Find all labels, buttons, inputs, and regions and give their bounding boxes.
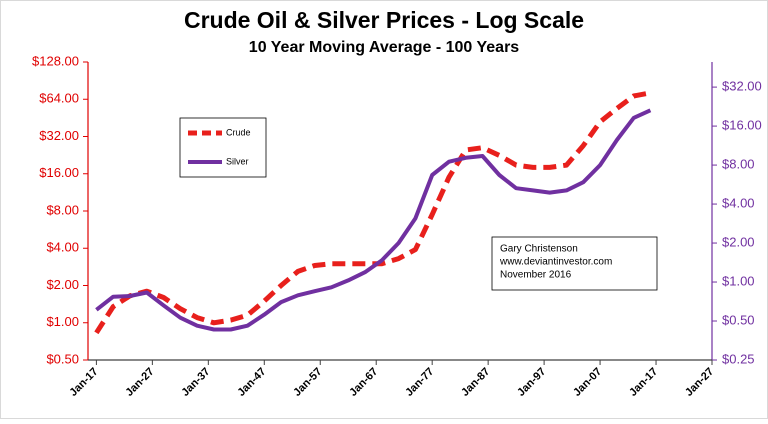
annotation-line: www.deviantinvestor.com [499,257,612,268]
y-tick-label: $8.00 [46,202,79,217]
y-tick-label: $4.00 [46,240,79,255]
y-tick-label: $2.00 [46,277,79,292]
y-tick-label: $0.50 [46,351,79,366]
y2-tick-label: $4.00 [722,195,755,210]
series-line [95,108,652,332]
y2-tick-label: $16.00 [722,118,762,133]
annotation-line: November 2016 [500,270,572,281]
y-tick-label: $32.00 [39,128,79,143]
annotation-box [491,236,658,291]
y2-tick-label: $0.25 [722,351,755,366]
series-line [94,90,651,335]
y2-tick-label: $2.00 [722,234,755,249]
y-tick-label: $1.00 [46,314,79,329]
y2-tick-label: $8.00 [722,157,755,172]
y-tick-label: $16.00 [39,165,79,180]
annotation-line: Gary Christenson [500,244,578,255]
legend-label: Crude [226,127,251,137]
y2-tick-label: $1.00 [722,273,755,288]
y2-tick-label: $0.50 [722,312,755,327]
chart-title: Crude Oil & Silver Prices - Log Scale [184,7,584,33]
legend-box [179,117,267,178]
chart-subtitle: 10 Year Moving Average - 100 Years [249,39,519,56]
legend-label: Silver [226,156,249,166]
y2-tick-label: $32.00 [722,79,762,94]
y-tick-label: $64.00 [39,91,79,106]
y-tick-label: $128.00 [32,53,79,68]
